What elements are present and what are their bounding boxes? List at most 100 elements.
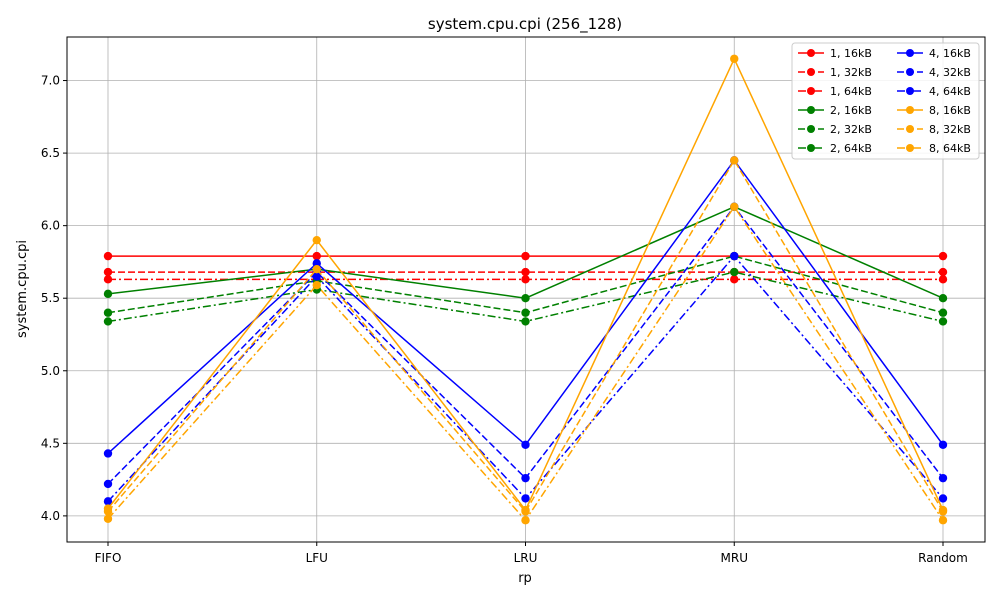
data-point <box>730 156 739 165</box>
legend-label: 4, 32kB <box>929 66 971 79</box>
data-point <box>938 308 948 317</box>
legend-marker <box>906 144 914 152</box>
x-tick-label: LRU <box>514 551 538 565</box>
x-axis-ticks: FIFO LFU LRU MRU Random <box>95 542 968 565</box>
data-point <box>103 267 113 277</box>
legend-entry: 4, 16kB <box>897 47 971 60</box>
x-tick-label: MRU <box>721 551 748 565</box>
data-point <box>521 317 530 326</box>
data-point <box>103 479 113 489</box>
data-point <box>521 440 530 449</box>
data-point <box>730 54 739 63</box>
data-point <box>938 317 948 326</box>
data-point <box>521 294 530 303</box>
legend-entry: 1, 32kB <box>798 66 872 79</box>
legend-label: 1, 32kB <box>830 66 872 79</box>
legend-marker <box>807 87 815 95</box>
data-point <box>938 275 948 284</box>
legend-label: 1, 64kB <box>830 85 872 98</box>
legend-entry: 2, 64kB <box>798 142 872 155</box>
data-point <box>312 259 321 268</box>
y-tick-label: 5.5 <box>41 291 60 305</box>
y-tick-label: 6.0 <box>41 219 60 233</box>
legend-entry: 1, 64kB <box>798 85 872 98</box>
legend-entry: 8, 32kB <box>897 123 971 136</box>
data-point <box>103 251 113 261</box>
data-point <box>521 251 530 261</box>
series-line <box>107 158 944 513</box>
y-tick-label: 7.0 <box>41 74 60 88</box>
legend-label: 8, 64kB <box>929 142 971 155</box>
legend-label: 1, 16kB <box>830 47 872 60</box>
legend-entry: 8, 64kB <box>897 142 971 155</box>
data-point <box>103 497 113 506</box>
data-point <box>312 251 321 261</box>
data-point <box>938 251 948 261</box>
data-point <box>938 473 948 483</box>
y-axis-ticks: 4.0 4.5 5.0 5.5 6.0 6.5 7.0 <box>41 74 67 523</box>
legend-entry: 2, 32kB <box>798 123 872 136</box>
data-point <box>312 264 321 274</box>
data-point <box>521 308 530 317</box>
legend-marker <box>807 125 815 133</box>
data-point <box>103 449 113 458</box>
data-point <box>938 494 948 503</box>
data-point <box>103 308 113 317</box>
x-tick-label: Random <box>918 551 968 565</box>
y-tick-label: 6.5 <box>41 146 60 160</box>
series <box>103 251 948 506</box>
legend-box <box>791 42 980 160</box>
data-point <box>103 514 113 523</box>
data-point <box>521 516 530 525</box>
legend-marker <box>807 68 815 76</box>
legend-marker <box>906 125 914 133</box>
legend-label: 4, 16kB <box>929 47 971 60</box>
data-point <box>103 317 113 326</box>
legend-marker <box>906 49 914 57</box>
legend-entry: 4, 32kB <box>897 66 971 79</box>
x-axis-title: rp <box>518 571 532 586</box>
data-point <box>521 494 530 503</box>
data-point <box>103 275 113 284</box>
legend-marker <box>807 106 815 114</box>
legend-marker <box>906 106 914 114</box>
legend-label: 2, 64kB <box>830 142 872 155</box>
legend-label: 8, 32kB <box>929 123 971 136</box>
data-point <box>938 440 948 449</box>
y-tick-label: 5.0 <box>41 364 60 378</box>
y-axis-title: system.cpu.cpi <box>15 240 30 338</box>
series <box>103 156 948 516</box>
data-point <box>938 516 948 525</box>
series <box>103 267 948 277</box>
x-tick-label: LFU <box>306 551 328 565</box>
legend-label: 8, 16kB <box>929 104 971 117</box>
series-lines <box>103 54 948 525</box>
series <box>103 202 948 525</box>
legend-entry: 2, 16kB <box>798 104 872 117</box>
legend-entry: 4, 64kB <box>897 85 971 98</box>
data-point <box>730 251 739 261</box>
data-point <box>521 267 530 277</box>
data-point <box>103 507 113 516</box>
data-point <box>312 235 321 245</box>
legend-label: 4, 64kB <box>929 85 971 98</box>
data-point <box>938 507 948 516</box>
data-point <box>103 289 113 299</box>
y-tick-label: 4.5 <box>41 436 60 450</box>
legend-marker <box>807 144 815 152</box>
data-point <box>521 507 530 516</box>
data-point <box>521 275 530 284</box>
legend: 1, 16kB 1, 32kB 1, 64kB 2, 16kB 2, 32kB 2, 64… <box>791 42 980 160</box>
chart-title: system.cpu.cpi (256_128) <box>428 15 622 34</box>
data-point <box>730 202 739 211</box>
legend-marker <box>807 49 815 57</box>
legend-entry: 1, 16kB <box>798 47 872 60</box>
data-point <box>312 272 321 281</box>
legend-marker <box>906 87 914 95</box>
data-point <box>938 267 948 277</box>
legend-marker <box>906 68 914 76</box>
series <box>103 251 948 261</box>
y-tick-label: 4.0 <box>41 509 60 523</box>
x-tick-label: FIFO <box>95 551 122 565</box>
